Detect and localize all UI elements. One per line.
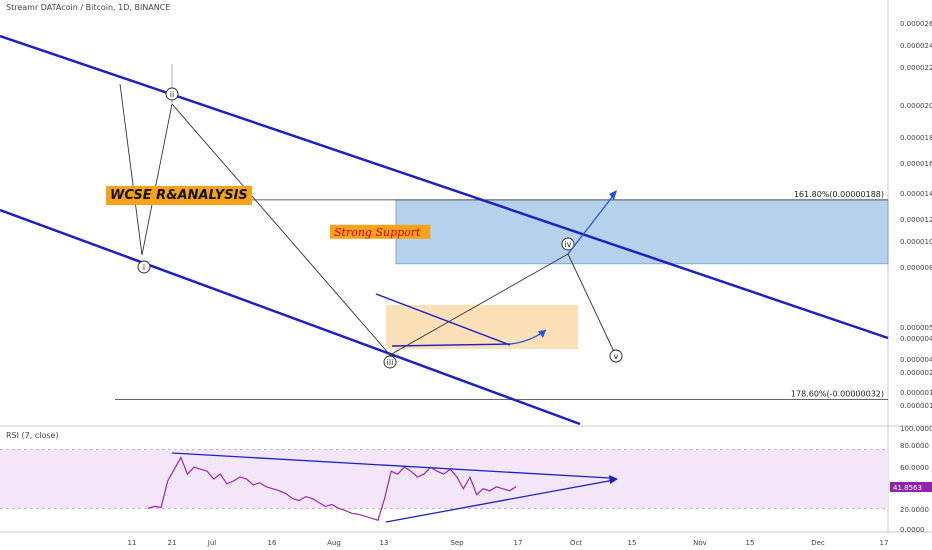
- x-tick-label: Aug: [327, 539, 341, 547]
- x-tick-label: 16: [268, 539, 277, 547]
- wave-label: iv: [565, 240, 572, 249]
- x-tick-label: 17: [514, 539, 523, 547]
- x-tick-label: 13: [380, 539, 389, 547]
- triangle-lower-line: [391, 343, 511, 347]
- x-tick-label: Sep: [450, 539, 464, 547]
- y-tick-label: 0.00000475: [900, 335, 932, 343]
- rsi-y-tick-label: 80.0000: [900, 442, 929, 450]
- brand-label: WCSE R&ANALYSIS: [106, 186, 252, 205]
- wave-label: iii: [387, 358, 394, 367]
- rsi-lower-trendline: [385, 479, 615, 523]
- arrow-head: [609, 475, 618, 484]
- wave-label-circle: [561, 237, 575, 251]
- x-tick-label: Dec: [811, 539, 825, 547]
- rsi-upper-trendline: [171, 452, 611, 479]
- rsi-y-tick-label: 60.0000: [900, 464, 929, 472]
- y-tick-label: 0.00001400: [900, 190, 932, 198]
- arrow-head: [609, 190, 617, 200]
- y-tick-label: 0.00000550: [900, 324, 932, 332]
- zone-label-bg: [330, 224, 431, 239]
- y-tick-label: 0.00002200: [900, 64, 932, 72]
- triangle-upper-line: [375, 293, 511, 346]
- rsi-title: RSI (7, close): [6, 431, 59, 440]
- y-tick-label: 0.00002600: [900, 20, 932, 28]
- channel-upper-line: [0, 34, 889, 340]
- channel-lower-line: [0, 208, 581, 426]
- y-tick-label: 0.00000160: [900, 389, 932, 397]
- x-tick-label: 11: [128, 539, 137, 547]
- y-tick-label: 0.00000280: [900, 369, 932, 377]
- wave-label-circle: [609, 349, 623, 363]
- rsi-y-tick-label: 100.0000: [900, 425, 932, 433]
- wave-label: v: [614, 352, 619, 361]
- y-tick-label: 0.00001000: [900, 238, 932, 246]
- wave-label: i: [143, 263, 145, 272]
- rsi-value-badge: [890, 481, 932, 492]
- rsi-y-tick-label: 20.0000: [900, 506, 929, 514]
- y-tick-label: 0.00000120: [900, 402, 932, 410]
- zone-label: Strong Support: [334, 226, 421, 239]
- wave-label-circle: [165, 87, 179, 101]
- y-tick-label: 0.00000400: [900, 356, 932, 364]
- rsi-y-tick-label: 0.0000: [900, 526, 925, 534]
- wave-label-circle: [383, 355, 397, 369]
- x-tick-label: Oct: [570, 539, 582, 547]
- x-tick-label: Jul: [207, 539, 217, 547]
- wave-path: [119, 83, 617, 357]
- symbol-title: Streamr DATAcoin / Bitcoin, 1D, BINANCE: [6, 3, 171, 12]
- y-tick-label: 0.00002400: [900, 42, 932, 50]
- x-tick-label: 17: [880, 539, 889, 547]
- triangle-zone: [386, 305, 578, 349]
- y-tick-label: 0.00001200: [900, 216, 932, 224]
- y-tick-label: 0.00002000: [900, 102, 932, 110]
- projection-arrow-large: [567, 191, 617, 255]
- fib-label: 178.60%(-0.00000032): [791, 390, 884, 399]
- rsi-band: [0, 449, 888, 509]
- wave-label: ii: [170, 90, 174, 99]
- arrow-head: [538, 330, 546, 338]
- y-tick-label: 0.00001600: [900, 160, 932, 168]
- x-tick-label: Nov: [693, 539, 707, 547]
- fib-label: 161.80%(0.00000188): [794, 190, 884, 199]
- rsi-value-badge-label: 41.8563: [893, 484, 922, 492]
- x-tick-label: 21: [168, 539, 177, 547]
- y-tick-label: 0.00000800: [900, 264, 932, 272]
- x-tick-label: 15: [746, 539, 755, 547]
- x-tick-label: 15: [628, 539, 637, 547]
- rsi-line: [147, 455, 517, 521]
- y-tick-label: 0.00001800: [900, 134, 932, 142]
- wave-label-circle: [137, 260, 151, 274]
